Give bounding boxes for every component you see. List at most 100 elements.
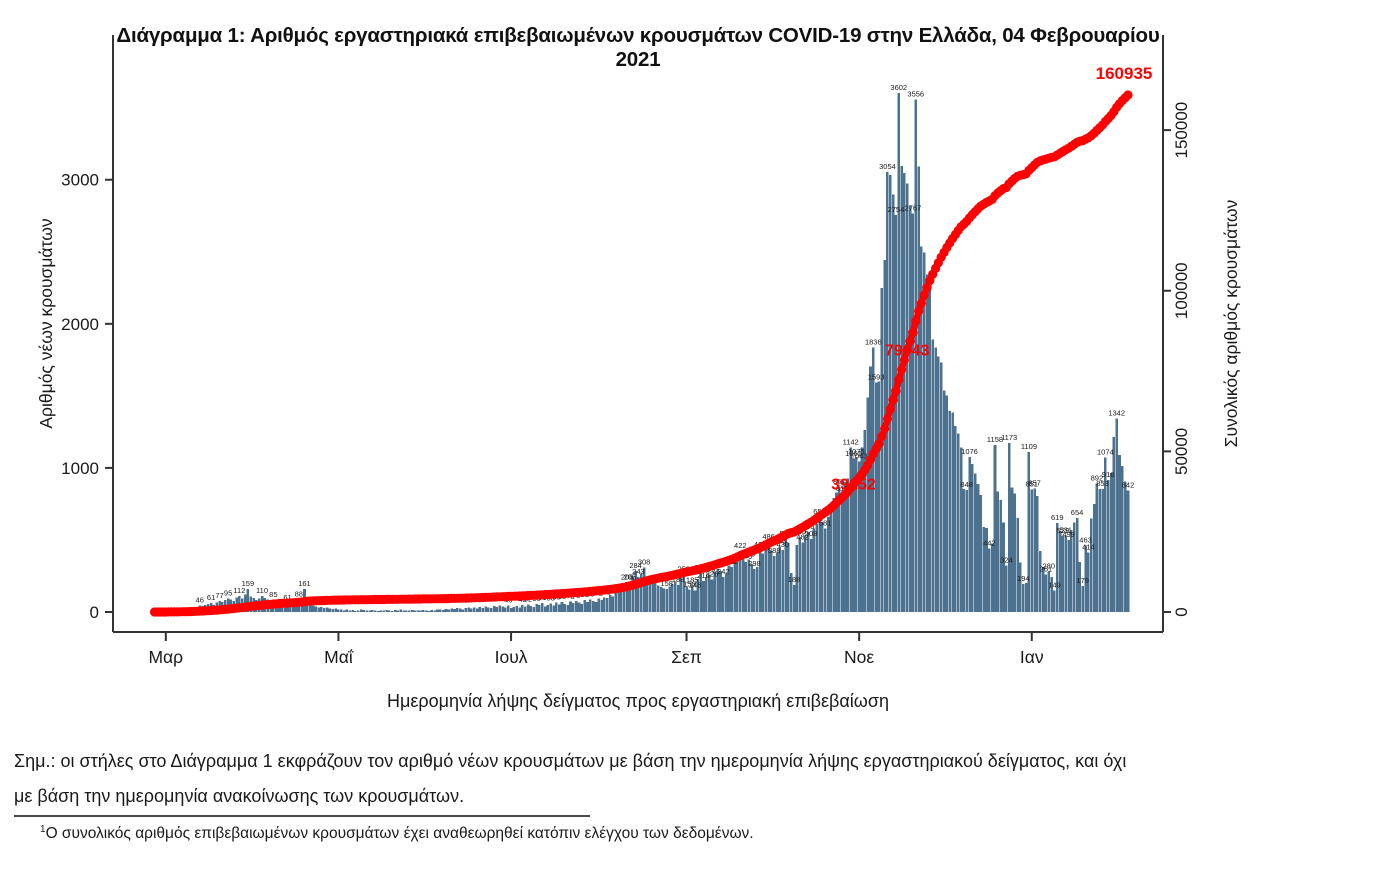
daily-cases-bar bbox=[869, 366, 872, 612]
daily-cases-bar bbox=[617, 592, 620, 612]
daily-cases-bar bbox=[597, 598, 601, 612]
daily-cases-bar bbox=[772, 556, 776, 612]
daily-cases-bar bbox=[874, 382, 878, 612]
daily-cases-bar bbox=[804, 535, 807, 612]
bar-value-label: 442 bbox=[983, 538, 996, 547]
daily-cases-bar bbox=[911, 213, 915, 612]
daily-cases-bar bbox=[840, 493, 844, 612]
daily-cases-bar bbox=[552, 605, 555, 612]
bar-value-label: 61 bbox=[283, 593, 291, 602]
y-left-tick-label: 2000 bbox=[61, 315, 99, 334]
bar-value-label: 188 bbox=[672, 575, 685, 584]
daily-cases-bar bbox=[515, 606, 519, 612]
daily-cases-bar bbox=[1019, 562, 1022, 612]
daily-cases-bar bbox=[642, 567, 646, 612]
x-axis-title: Ημερομηνία λήψης δείγματος προς εργαστηρ… bbox=[387, 691, 889, 711]
daily-cases-bar bbox=[1070, 530, 1073, 612]
daily-cases-bar bbox=[659, 587, 663, 612]
daily-cases-bar bbox=[600, 600, 603, 612]
bar-value-label: 853 bbox=[1096, 479, 1109, 488]
daily-cases-bar bbox=[614, 593, 618, 612]
daily-cases-bar bbox=[478, 606, 482, 612]
daily-cases-bar bbox=[1118, 455, 1121, 612]
daily-cases-bar bbox=[523, 606, 527, 612]
daily-cases-bar bbox=[900, 165, 903, 612]
daily-cases-bar bbox=[818, 517, 821, 612]
bar-value-label: 463 bbox=[1079, 535, 1092, 544]
cumulative-dot bbox=[911, 316, 921, 326]
daily-cases-bar bbox=[566, 605, 569, 612]
daily-cases-bar bbox=[894, 215, 898, 612]
daily-cases-bar bbox=[555, 602, 558, 612]
daily-cases-bar bbox=[611, 596, 615, 612]
daily-cases-bar bbox=[682, 574, 685, 612]
bar-value-label: 1076 bbox=[961, 447, 978, 456]
daily-cases-bar bbox=[371, 609, 374, 612]
footnote: 1Ο συνολικός αριθμός επιβεβαιωμένων κρου… bbox=[40, 824, 1240, 843]
daily-cases-bar bbox=[1123, 481, 1127, 612]
daily-cases-bar bbox=[767, 541, 770, 612]
daily-cases-bar bbox=[331, 608, 335, 612]
daily-cases-bar bbox=[504, 607, 507, 612]
daily-cases-bar bbox=[654, 582, 657, 612]
daily-cases-bar bbox=[903, 172, 906, 612]
daily-cases-bar bbox=[990, 543, 994, 612]
daily-cases-bar bbox=[620, 590, 623, 612]
daily-cases-bar bbox=[495, 606, 499, 612]
daily-cases-bar bbox=[385, 609, 388, 612]
daily-cases-bar bbox=[1044, 574, 1048, 612]
bar-value-label: 1075 bbox=[848, 447, 865, 456]
note-line-1: Σημ.: οι στήλες στο Διάγραμμα 1 εκφράζου… bbox=[14, 751, 1127, 771]
daily-cases-bar bbox=[1002, 522, 1005, 612]
daily-cases-bar bbox=[931, 339, 935, 612]
daily-cases-bar bbox=[716, 569, 719, 612]
cumulative-dot bbox=[902, 345, 912, 355]
daily-cases-bar bbox=[792, 584, 796, 612]
daily-cases-bar bbox=[688, 589, 691, 612]
daily-cases-bar bbox=[747, 559, 751, 612]
daily-cases-bar bbox=[1092, 504, 1096, 612]
daily-cases-bar bbox=[1109, 473, 1113, 612]
daily-cases-bar bbox=[806, 531, 810, 612]
daily-cases-bar bbox=[1126, 490, 1130, 612]
daily-cases-bar bbox=[821, 521, 824, 612]
bar-value-label: 1593 bbox=[868, 373, 885, 382]
bar-value-label: 161 bbox=[298, 579, 311, 588]
bar-value-label: 2767 bbox=[905, 203, 922, 212]
cumulative-dot bbox=[916, 298, 927, 308]
daily-cases-bar bbox=[393, 610, 397, 612]
bar-value-label: 842 bbox=[1122, 481, 1135, 490]
daily-cases-bar bbox=[1010, 487, 1014, 612]
bar-value-label: 95 bbox=[224, 588, 232, 597]
daily-cases-bar bbox=[665, 589, 668, 612]
bar-value-label: 188 bbox=[788, 575, 801, 584]
bar-value-label: 112 bbox=[233, 586, 245, 595]
x-tick-label: Νοε bbox=[844, 647, 874, 667]
daily-cases-bar bbox=[985, 528, 988, 612]
bar-value-label: 1074 bbox=[1097, 447, 1114, 456]
bar-value-label: 916 bbox=[1102, 470, 1115, 479]
daily-cases-bar bbox=[945, 395, 949, 612]
bar-value-label: 499 bbox=[1062, 530, 1075, 539]
daily-cases-bar bbox=[1115, 418, 1118, 612]
cumulative-dot bbox=[894, 375, 904, 385]
daily-cases-bar bbox=[872, 347, 875, 612]
daily-cases-bar bbox=[1039, 550, 1042, 612]
bar-value-label: 206 bbox=[621, 572, 634, 581]
bar-value-label: 531 bbox=[1059, 526, 1072, 535]
daily-cases-bar bbox=[433, 610, 436, 612]
daily-cases-bar bbox=[962, 489, 966, 612]
daily-cases-bar bbox=[419, 610, 422, 612]
daily-cases-bar bbox=[608, 595, 612, 612]
daily-cases-bar bbox=[631, 577, 635, 612]
x-tick-label: Ιουλ bbox=[495, 647, 528, 667]
daily-cases-bar bbox=[823, 528, 827, 612]
daily-cases-bar bbox=[382, 610, 385, 612]
bar-value-label: 261 bbox=[1040, 564, 1053, 573]
bar-value-label: 581 bbox=[819, 518, 832, 527]
daily-cases-bar bbox=[925, 274, 929, 612]
daily-cases-bar bbox=[951, 412, 954, 612]
daily-cases-bar bbox=[948, 411, 951, 612]
daily-cases-bar bbox=[557, 604, 561, 612]
bar-value-label: 284 bbox=[629, 561, 642, 570]
